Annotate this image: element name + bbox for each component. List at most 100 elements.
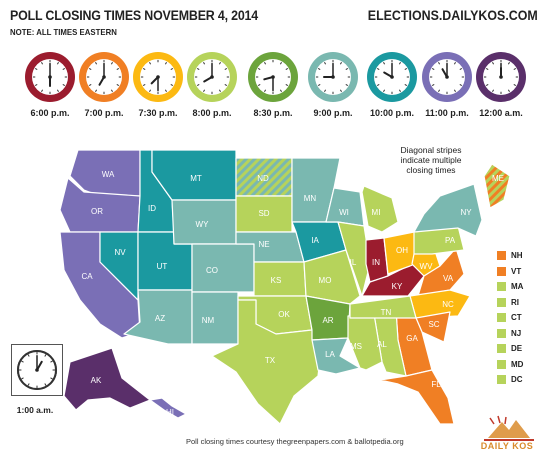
- legend-label: MA: [511, 282, 524, 292]
- state-label-ny: NY: [460, 208, 472, 217]
- source-credit: Poll closing times courtesy thegreenpape…: [186, 437, 404, 446]
- legend-swatch: [497, 251, 506, 261]
- state-label-ok: OK: [278, 310, 290, 319]
- daily-kos-logo-icon[interactable]: [478, 412, 540, 450]
- state-ak: [63, 347, 151, 411]
- state-label-id: ID: [148, 204, 156, 213]
- state-label-ga: GA: [406, 334, 418, 343]
- clock-time-label: 9:00 p.m.: [313, 108, 353, 118]
- clock-icon: [17, 350, 57, 390]
- state-label-il: IL: [350, 258, 357, 267]
- state-ny: [413, 183, 483, 237]
- legend-item-vt: VT: [497, 264, 523, 280]
- state-label-pa: PA: [445, 236, 456, 245]
- state-il: [337, 221, 371, 297]
- daily-kos-logo-text[interactable]: DAILY KOS: [480, 441, 534, 451]
- legend-swatch: [497, 375, 506, 385]
- state-label-tx: TX: [265, 356, 276, 365]
- state-label-wy: WY: [196, 220, 210, 229]
- state-mi: [361, 185, 399, 233]
- clock-time-label: 6:00 p.m.: [30, 108, 70, 118]
- legend-label: RI: [511, 297, 519, 307]
- diagonal-stripes-note: Diagonal stripes indicate multiple closi…: [400, 145, 462, 175]
- state-label-nm: NM: [202, 316, 215, 325]
- legend-swatch: [497, 359, 506, 369]
- legend-swatch: [497, 297, 506, 307]
- state-label-ky: KY: [392, 282, 403, 291]
- state-label-nv: NV: [114, 248, 126, 257]
- state-mo: [303, 249, 361, 305]
- state-hi: [149, 397, 187, 419]
- state-label-in: IN: [372, 258, 380, 267]
- state-label-ms: MS: [350, 342, 362, 351]
- state-nm: [191, 291, 239, 345]
- clock-icon: [17, 350, 57, 390]
- legend-label: DC: [511, 375, 523, 385]
- state-label-al: AL: [377, 340, 387, 349]
- clock-time-label: 7:30 p.m.: [138, 108, 178, 118]
- legend-swatch: [497, 344, 506, 354]
- state-label-az: AZ: [155, 314, 165, 323]
- state-tx: [211, 299, 323, 425]
- state-label-wv: WV: [420, 262, 434, 271]
- legend-label: VT: [511, 266, 522, 276]
- legend-label: NJ: [511, 328, 522, 338]
- state-label-wa: WA: [102, 170, 115, 179]
- state-label-mt: MT: [190, 174, 202, 183]
- state-tn: [349, 295, 417, 319]
- state-label-sd: SD: [258, 209, 269, 218]
- clock-time-label: 12:00 a.m.: [479, 108, 523, 118]
- state-label-tn: TN: [381, 308, 392, 317]
- state-nv: [99, 231, 139, 301]
- state-label-ks: KS: [271, 276, 282, 285]
- state-label-or: OR: [91, 207, 103, 216]
- page-title: POLL CLOSING TIMES NOVEMBER 4, 2014: [10, 8, 258, 23]
- state-label-wi: WI: [339, 208, 349, 217]
- state-label-va: VA: [443, 274, 454, 283]
- small-states-legend: NH VT MA RI CT NJ DE MD DC: [497, 248, 523, 388]
- state-label-nd: ND: [257, 174, 269, 183]
- legend-item-de: DE: [497, 341, 523, 357]
- legend-item-nj: NJ: [497, 326, 523, 342]
- state-label-hi: HI: [166, 408, 174, 417]
- legend-item-nh: NH: [497, 248, 523, 264]
- state-label-co: CO: [206, 266, 218, 275]
- legend-label: CT: [511, 313, 522, 323]
- clock-time-label: 7:00 p.m.: [84, 108, 124, 118]
- clock-time-label: 10:00 p.m.: [369, 108, 415, 118]
- state-label-ca: CA: [81, 272, 93, 281]
- legend-swatch: [497, 313, 506, 323]
- state-label-mo: MO: [319, 276, 332, 285]
- legend-item-dc: DC: [497, 372, 523, 388]
- time-zone-note: NOTE: ALL TIMES EASTERN: [10, 27, 117, 37]
- state-label-mi: MI: [372, 208, 381, 217]
- state-me: [483, 163, 511, 209]
- legend-item-md: MD: [497, 357, 523, 373]
- state-co: [191, 243, 255, 293]
- state-label-ar: AR: [322, 316, 333, 325]
- clock-time-label: 8:00 p.m.: [192, 108, 232, 118]
- state-label-oh: OH: [396, 246, 408, 255]
- legend-item-ri: RI: [497, 295, 523, 311]
- site-url[interactable]: ELECTIONS.DAILYKOS.COM: [368, 8, 538, 23]
- state-label-ak: AK: [91, 376, 102, 385]
- state-label-ia: IA: [311, 236, 319, 245]
- state-label-sc: SC: [428, 320, 439, 329]
- state-label-mn: MN: [304, 194, 317, 203]
- state-fl: [379, 369, 455, 425]
- legend-item-ct: CT: [497, 310, 523, 326]
- state-label-ut: UT: [157, 262, 168, 271]
- state-label-fl: FL: [431, 380, 441, 389]
- clock-time-label: 8:30 p.m.: [253, 108, 293, 118]
- state-label-la: LA: [325, 350, 335, 359]
- state-label-ne: NE: [258, 240, 269, 249]
- legend-item-ma: MA: [497, 279, 523, 295]
- inset-clock-box: [11, 344, 63, 396]
- legend-swatch: [497, 328, 506, 338]
- state-label-me: ME: [492, 174, 504, 183]
- legend-swatch: [497, 282, 506, 292]
- legend-label: MD: [511, 359, 524, 369]
- state-label-nc: NC: [442, 300, 454, 309]
- legend-label: DE: [511, 344, 523, 354]
